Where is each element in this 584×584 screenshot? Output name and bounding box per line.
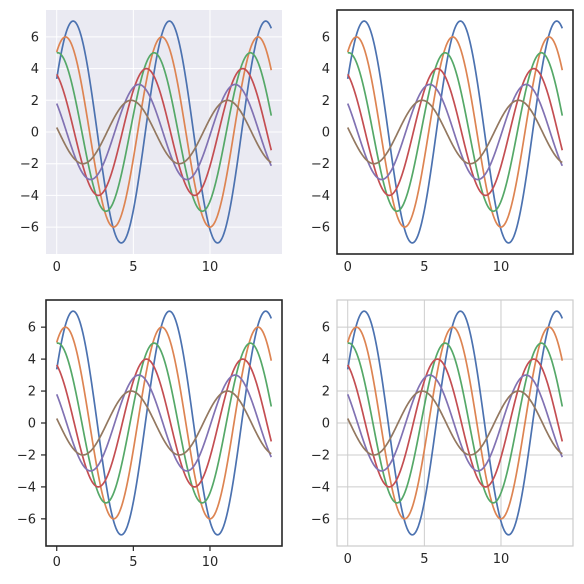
series-line-4 [346, 67, 564, 197]
y-tick-label: 4 [322, 353, 330, 368]
y-tick-label: −2 [311, 157, 330, 172]
subplot-2: 0 5 10 −6 −4 −2 0 2 4 6 [311, 9, 574, 275]
series-line-4 [346, 358, 564, 488]
y-tick-label: −6 [17, 512, 36, 527]
y-tick-label: −6 [311, 221, 330, 236]
axes-frame [336, 299, 574, 547]
x-tick-label: 10 [202, 555, 219, 570]
y-tick-label: −4 [20, 189, 39, 204]
y-tick-label: 6 [28, 321, 36, 336]
y-tick-label: −4 [311, 480, 330, 495]
y-tick-label: 0 [31, 126, 39, 141]
x-tick-label: 10 [493, 260, 510, 275]
series-line-3 [56, 342, 273, 504]
y-tick-label: 6 [322, 321, 330, 336]
series-group [55, 310, 273, 536]
y-tick-label: 0 [322, 417, 330, 432]
series-line-2 [346, 326, 564, 520]
y-tick-label: 4 [31, 62, 39, 77]
x-tick-label: 5 [129, 555, 137, 570]
y-tick-label: −2 [20, 157, 39, 172]
series-line-5 [346, 374, 564, 472]
y-tick-label: −2 [17, 448, 36, 463]
series-line-3 [56, 51, 273, 213]
x-tick-label: 0 [53, 555, 61, 570]
y-tick-label: −2 [311, 448, 330, 463]
series-line-5 [55, 374, 273, 472]
series-line-6 [55, 390, 272, 456]
x-tick-label: 0 [53, 260, 61, 275]
y-tick-label: 6 [31, 30, 39, 45]
y-tick-label: −6 [311, 512, 330, 527]
series-line-3 [347, 342, 564, 504]
y-tick-label: 2 [322, 385, 330, 400]
x-tick-label: 5 [420, 552, 428, 567]
series-group [346, 310, 564, 536]
series-line-5 [55, 83, 273, 181]
axes-frame [336, 9, 574, 255]
series-line-6 [346, 99, 563, 165]
x-tick-label: 10 [493, 552, 510, 567]
series-line-3 [347, 51, 564, 213]
series-group [346, 20, 564, 244]
y-tick-label: −4 [311, 189, 330, 204]
series-line-4 [55, 67, 273, 197]
y-tick-label: 2 [28, 385, 36, 400]
y-tick-label: −6 [20, 221, 39, 236]
series-line-2 [55, 36, 273, 228]
series-line-1 [346, 310, 564, 536]
x-tick-label: 0 [344, 260, 352, 275]
y-tick-label: 4 [28, 353, 36, 368]
y-tick-label: 2 [31, 94, 39, 109]
x-tick-label: 10 [202, 260, 219, 275]
series-line-6 [55, 99, 272, 165]
y-tick-label: 0 [322, 126, 330, 141]
series-group [55, 20, 273, 244]
y-tick-label: −4 [17, 480, 36, 495]
y-tick-label: 6 [322, 30, 330, 45]
series-line-4 [55, 358, 273, 488]
y-tick-label: 4 [322, 62, 330, 77]
x-tick-label: 5 [129, 260, 137, 275]
x-tick-label: 0 [344, 552, 352, 567]
series-line-2 [346, 36, 564, 228]
series-line-2 [55, 326, 273, 520]
y-tick-label: 2 [322, 94, 330, 109]
subplot-4: 0 5 10 −6 −4 −2 0 2 4 6 [311, 299, 574, 567]
series-line-1 [346, 20, 564, 244]
series-line-1 [55, 20, 273, 244]
series-line-5 [346, 83, 564, 181]
series-line-6 [346, 390, 563, 456]
x-tick-label: 5 [420, 260, 428, 275]
series-line-1 [55, 310, 273, 536]
y-tick-label: 0 [28, 417, 36, 432]
subplot-1: 0 5 10 −6 −4 −2 0 2 4 6 [20, 10, 282, 275]
subplot-3: 0 5 10 −6 −4 −2 0 2 4 6 [17, 299, 283, 570]
